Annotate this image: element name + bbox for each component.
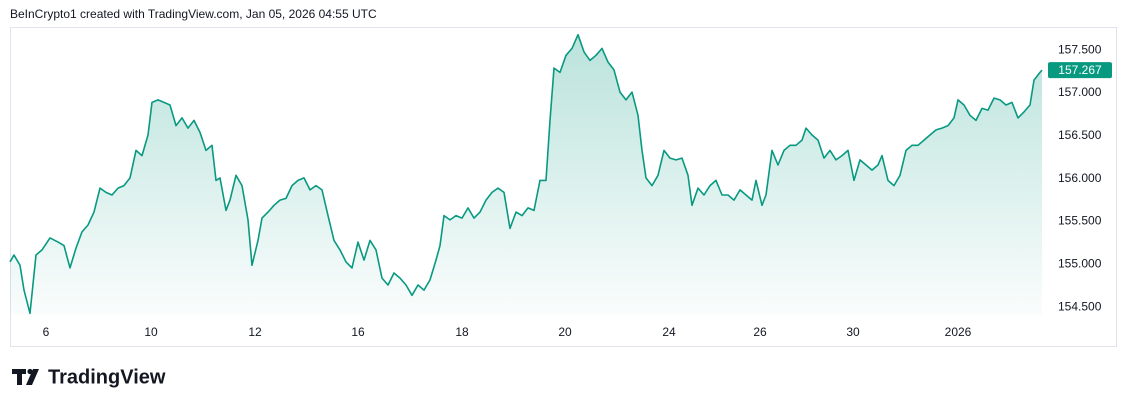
y-tick-label: 156.000 [1058,171,1102,185]
chart-frame [10,27,1117,347]
y-tick-label: 156.500 [1058,128,1102,142]
last-price-label: 157.267 [1058,63,1102,77]
x-tick-label: 20 [558,325,572,339]
x-tick-label: 2026 [945,325,972,339]
y-tick-label: 155.000 [1058,257,1102,271]
y-tick-label: 155.500 [1058,214,1102,228]
chart-title: BeInCrypto1 created with TradingView.com… [10,7,377,21]
x-tick-label: 16 [351,325,365,339]
x-tick-label: 30 [846,325,860,339]
footer-logo-text: TradingView [48,366,166,388]
x-tick-label: 12 [248,325,262,339]
area-fill [10,34,1042,315]
last-price-tag [1048,62,1112,79]
x-tick-label: 26 [753,325,767,339]
x-tick-label: 6 [43,325,50,339]
y-tick-label: 157.000 [1058,85,1102,99]
x-tick-label: 24 [662,325,676,339]
logo-icon [12,368,39,385]
y-tick-label: 157.500 [1058,42,1102,56]
x-tick-label: 10 [144,325,158,339]
price-line [9,33,1043,315]
y-tick-label: 154.500 [1058,299,1102,313]
x-tick-label: 18 [455,325,469,339]
